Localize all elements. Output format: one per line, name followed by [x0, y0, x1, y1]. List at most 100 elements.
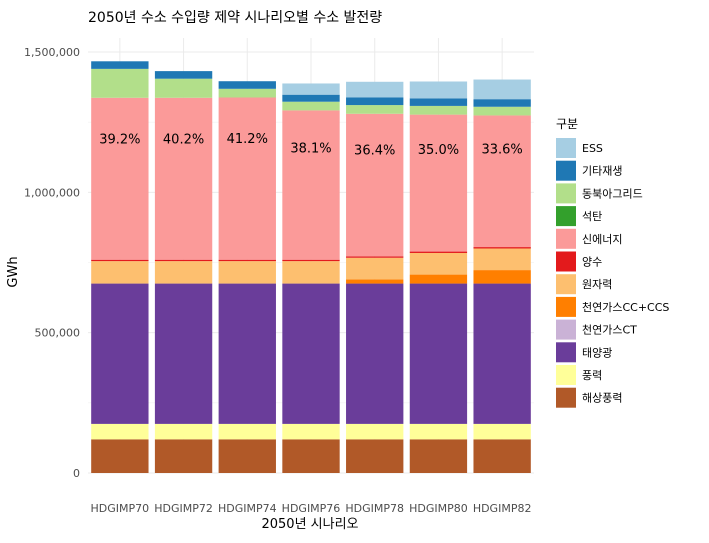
bar-segment	[473, 439, 531, 473]
bar-segment	[218, 81, 276, 89]
x-tick-label: HDGIMP74	[218, 502, 277, 515]
x-axis: HDGIMP70 HDGIMP72 HDGIMP74 HDGIMP76 HDGIMP78…	[91, 502, 532, 515]
legend-title: 구분	[556, 117, 578, 131]
x-axis-title: 2050년 시나리오	[261, 517, 358, 532]
legend-key	[556, 274, 576, 295]
bar-segment	[473, 106, 531, 116]
bar-segment	[282, 423, 340, 440]
bar-segment	[218, 261, 276, 284]
legend-key	[556, 365, 576, 385]
bar-segment	[346, 283, 404, 424]
chart-title: 2050년 수소 수입량 제약 시나리오별 수소 발전량	[88, 10, 382, 26]
legend-label: 원자력	[582, 278, 612, 291]
bar-segment	[346, 113, 404, 257]
legend-key	[556, 228, 576, 249]
bar-segment	[473, 115, 531, 248]
bar-segment	[154, 71, 213, 79]
bar-segment	[473, 248, 531, 271]
bar-segment	[154, 261, 213, 284]
bar-segment	[91, 68, 149, 98]
bar-segment	[409, 105, 468, 115]
legend-label: 천연가스CT	[582, 323, 637, 337]
legend-key	[556, 206, 576, 227]
bar-segment	[409, 81, 468, 99]
x-tick-label: HDGIMP72	[154, 502, 213, 515]
bar-segment	[409, 274, 468, 284]
bar-segment	[409, 114, 468, 252]
bar-segment	[346, 279, 404, 284]
bar-segment	[346, 256, 404, 258]
bar-segment	[91, 423, 149, 440]
bar-segment	[91, 61, 149, 69]
bar-segment	[346, 439, 404, 473]
bar-segment	[282, 101, 340, 111]
bar-segment	[409, 251, 468, 253]
bar-percent-label: 35.0%	[418, 143, 459, 158]
legend-label: 기타재생	[582, 165, 622, 178]
bar-segment	[346, 81, 404, 98]
legend-label: 태양광	[582, 346, 612, 359]
legend-key	[556, 160, 576, 181]
y-tick-label: 1,500,000	[24, 46, 80, 59]
bar-segment	[91, 97, 149, 260]
bar-segment	[218, 259, 276, 262]
bar-segment	[346, 97, 404, 106]
y-axis: 0 500,000 1,000,000 1,500,000	[24, 46, 80, 480]
legend-label: 양수	[582, 256, 602, 269]
bar-segment	[346, 423, 404, 440]
bar-segment	[409, 252, 468, 275]
legend-label: 동북아그리드	[582, 187, 643, 200]
legend-key	[556, 319, 576, 340]
legend-label: ESS	[582, 142, 603, 155]
bar-segment	[282, 439, 340, 473]
bar-segment	[218, 88, 276, 98]
bar-percent-labels: 39.2% 40.2% 41.2% 38.1% 36.4% 35.0% 33.6%	[99, 132, 523, 158]
bar-segment	[282, 110, 340, 260]
legend-label: 천연가스CC+CCS	[582, 300, 669, 314]
x-tick-label: HDGIMP80	[409, 502, 468, 515]
bar-segment	[154, 423, 213, 440]
bar-segment	[282, 259, 340, 262]
legend-label: 석탄	[582, 210, 602, 223]
bar-segment	[282, 283, 340, 424]
legend-label: 신에너지	[582, 233, 622, 246]
y-axis-title: GWh	[6, 256, 21, 287]
legend-key	[556, 296, 576, 317]
legend-key	[556, 342, 576, 363]
bar-percent-label: 39.2%	[99, 132, 140, 147]
bar-segment	[154, 439, 213, 473]
bar-segment	[282, 261, 340, 284]
y-tick-label: 1,000,000	[24, 186, 80, 199]
bars	[91, 61, 531, 473]
bar-segment	[346, 105, 404, 114]
x-tick-label: HDGIMP78	[345, 502, 404, 515]
bar-segment	[473, 247, 531, 249]
bar-segment	[218, 423, 276, 440]
bar-segment	[154, 283, 213, 424]
bar-segment	[473, 283, 531, 424]
bar-segment	[154, 259, 213, 262]
bar-segment	[218, 439, 276, 473]
bar-segment	[473, 99, 531, 107]
bar-segment	[282, 94, 340, 102]
legend-key	[556, 138, 576, 158]
bar-segment	[91, 261, 149, 284]
legend-key	[556, 251, 576, 272]
bar-segment	[218, 283, 276, 424]
bar-segment	[409, 423, 468, 440]
legend-label: 해상풍력	[582, 391, 622, 405]
bar-percent-label: 40.2%	[163, 132, 204, 147]
y-tick-label: 0	[73, 467, 80, 480]
bar-segment	[282, 83, 340, 95]
bar-segment	[473, 79, 531, 100]
bar-percent-label: 33.6%	[481, 142, 522, 157]
legend-label: 풍력	[582, 369, 602, 382]
bar-segment	[473, 270, 531, 284]
bar-segment	[91, 283, 149, 424]
y-tick-label: 500,000	[35, 327, 81, 340]
bar-percent-label: 38.1%	[290, 142, 331, 157]
x-tick-label: HDGIMP70	[91, 502, 150, 515]
